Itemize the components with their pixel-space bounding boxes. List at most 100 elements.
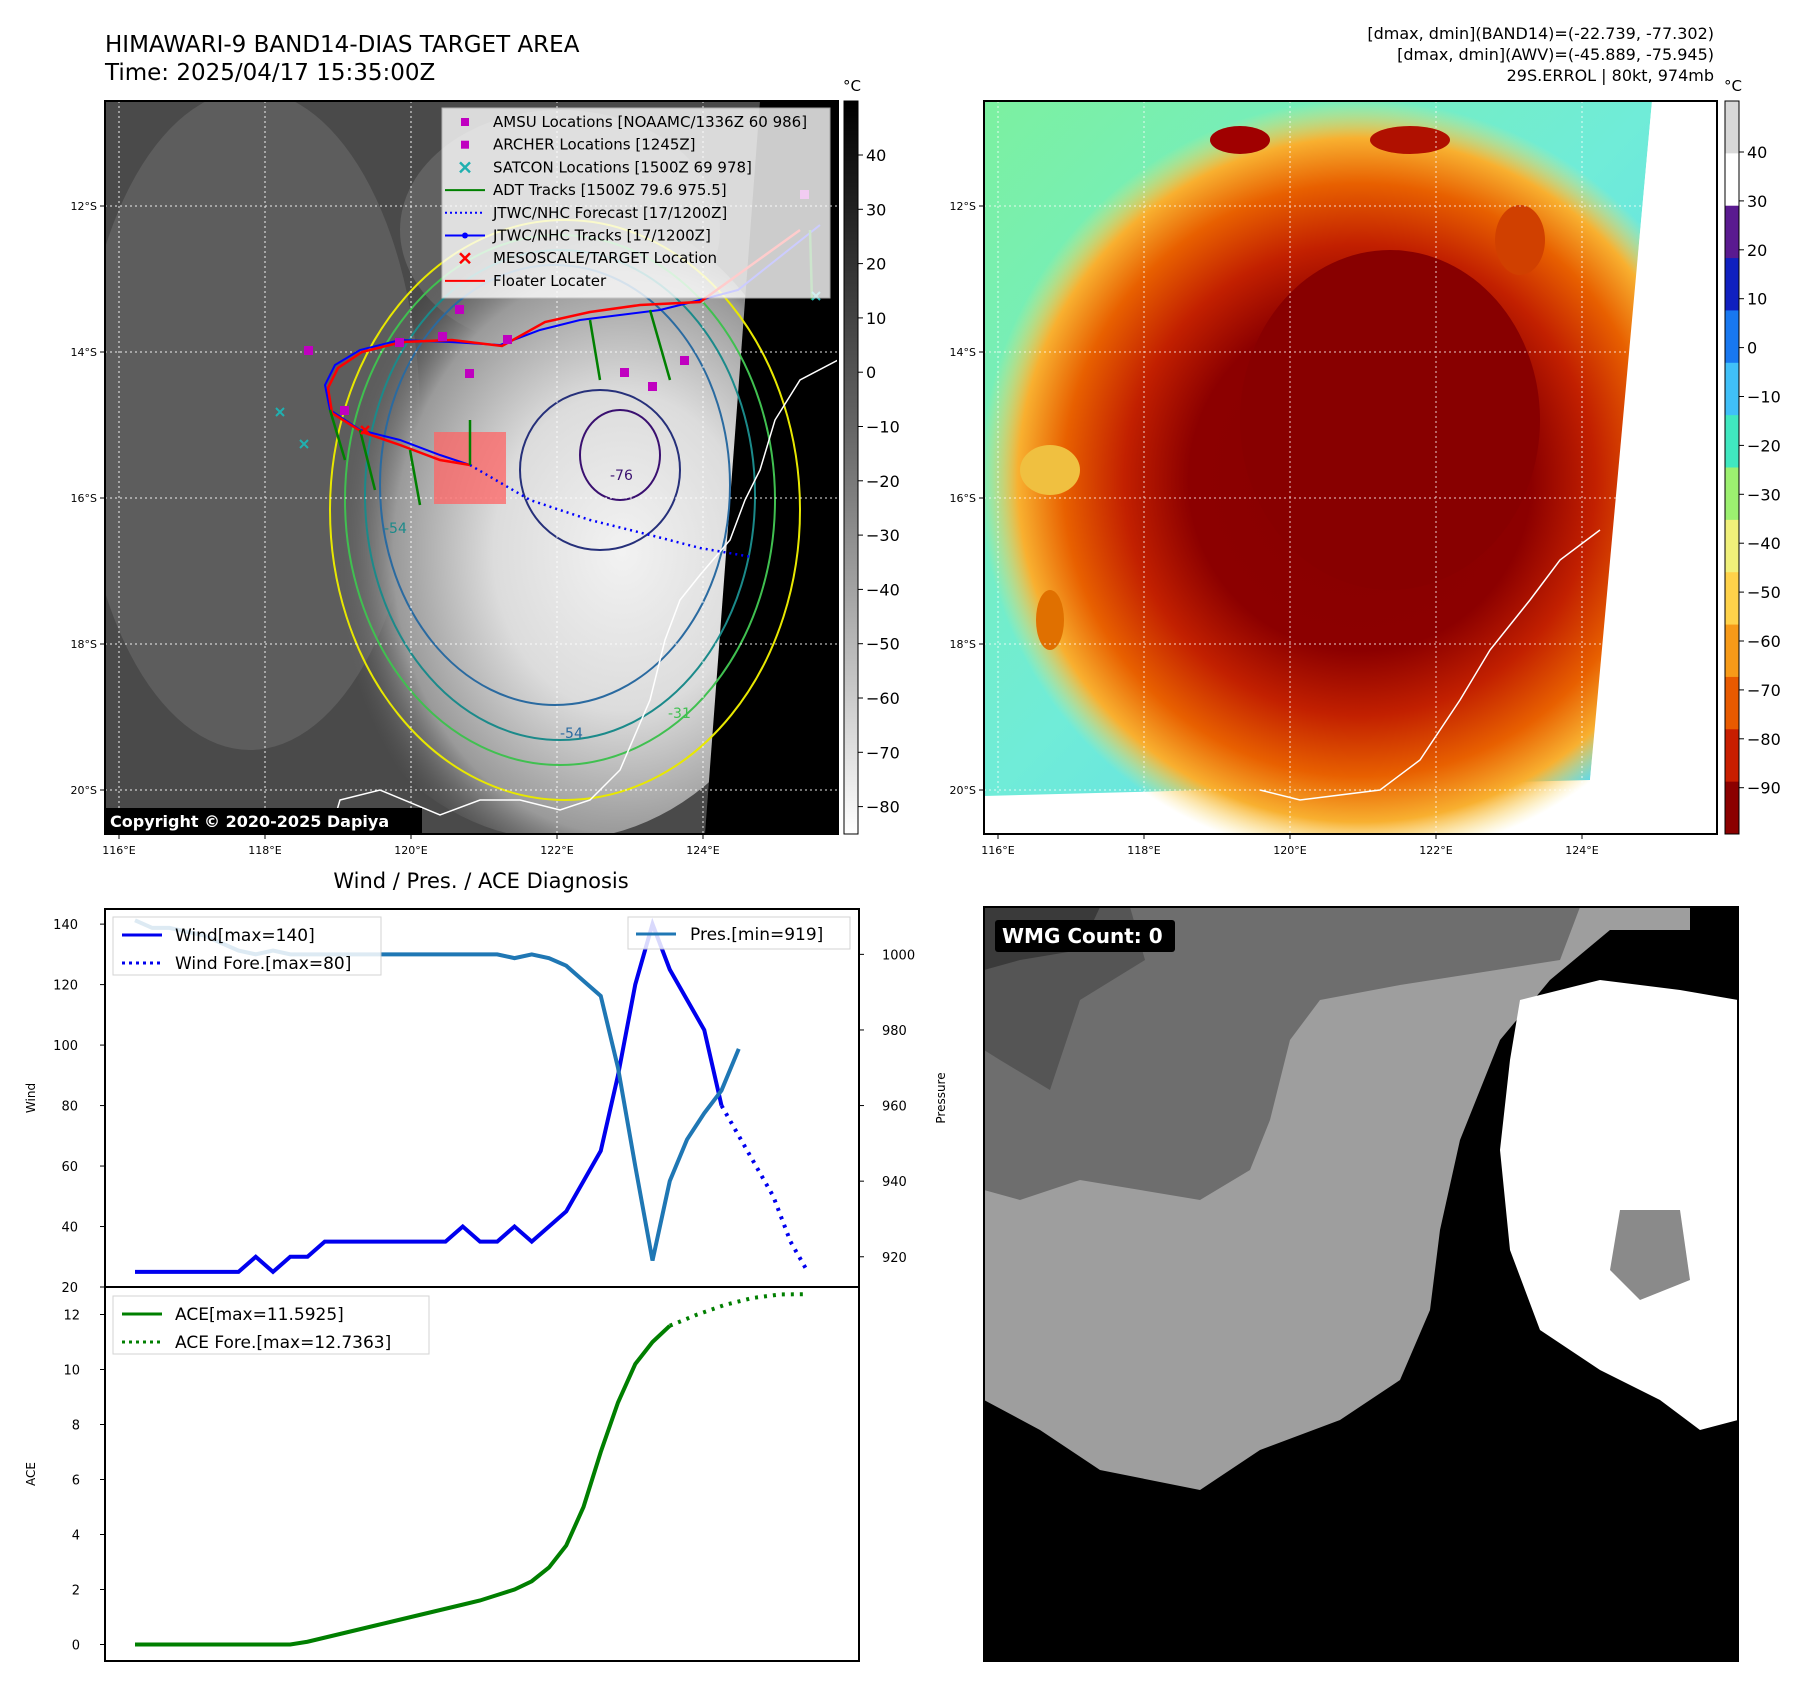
colorbar-band [1725, 310, 1739, 364]
ace-chart: 0 2 4 6 8 10 12 ACE ACE[max=11.5925] ACE Fore.… [24, 1286, 860, 1662]
map-legend-item: JTWC/NHC Forecast [17/1200Z] [445, 204, 727, 222]
map-legend-label: AMSU Locations [NOAAMC/1336Z 60 986] [493, 113, 807, 131]
ace-y-tick-label: 6 [72, 1474, 80, 1489]
lon-tick-label: 118°E [1127, 844, 1160, 857]
wind-pressure-chart: 20 40 60 80 100 120 140 920 940 960 980 1000 Wind … [24, 908, 948, 1296]
ace-y-tick-label: 0 [72, 1639, 80, 1654]
ace-forecast-series-line [668, 1292, 808, 1328]
pressure-y-tick-label: 940 [882, 1175, 907, 1190]
pressure-axis-label: Pressure [934, 1072, 948, 1123]
color-colorbar-label: 30 [1747, 192, 1767, 211]
lat-tick-label: 18°S [71, 638, 97, 651]
color-colorbar-label: 10 [1747, 290, 1767, 309]
lat-tick-label: 20°S [71, 784, 97, 797]
legend-square-marker [461, 140, 469, 149]
ace-legend-label: ACE[max=11.5925] [175, 1305, 344, 1325]
map-legend-label: SATCON Locations [1500Z 69 978] [493, 158, 752, 176]
map-legend-item: SATCON Locations [1500Z 69 978] [459, 158, 752, 176]
map-legend-label: MESOSCALE/TARGET Location [493, 249, 717, 267]
lat-tick-label: 16°S [71, 492, 97, 505]
pressure-y-tick-label: 920 [882, 1251, 907, 1266]
colorbar-band [1725, 362, 1739, 416]
legend-x-marker [459, 252, 471, 265]
legend-x-marker [459, 161, 471, 174]
map1-lon-ticks: 116°E 118°E 120°E 122°E 124°E [102, 834, 720, 857]
ace-y-tick-label: 4 [72, 1529, 80, 1544]
wind-y-tick-label: 100 [53, 1039, 78, 1054]
figure-title-line2: Time: 2025/04/17 15:35:00Z [104, 60, 435, 86]
colorbar-band [1725, 415, 1739, 468]
pressure-legend: Pres.[min=919] [627, 916, 851, 950]
map-legend-item: JTWC/NHC Tracks [17/1200Z] [445, 227, 711, 245]
ace-axis-label: ACE [24, 1462, 38, 1486]
wind-forecast-series-line [719, 1104, 810, 1273]
wind-y-tick-label: 80 [61, 1100, 78, 1115]
color-colorbar-label: −10 [1747, 388, 1781, 407]
map-legend-label: ADT Tracks [1500Z 79.6 975.5] [493, 181, 727, 199]
contour-label: -54 [560, 726, 583, 742]
gray-colorbar-label: 20 [866, 255, 886, 274]
lon-tick-label: 116°E [981, 844, 1014, 857]
legend-dot-marker [462, 232, 468, 239]
color-colorbar-label: −70 [1747, 681, 1781, 700]
map-legend-label: JTWC/NHC Forecast [17/1200Z] [492, 204, 727, 222]
map-legend-label: JTWC/NHC Tracks [17/1200Z] [492, 227, 711, 245]
map-legend-item: MESOSCALE/TARGET Location [459, 249, 717, 267]
diagnosis-title: Wind / Pres. / ACE Diagnosis [333, 869, 628, 893]
colorbar-band [1725, 205, 1739, 259]
pressure-y-tick-label: 980 [882, 1024, 907, 1039]
lat-tick-label: 18°S [950, 638, 976, 651]
gray-colorbar: °C 40 30 20 10 0 −10 −20 −30 −40 −50 −60 −70 −80 [843, 77, 900, 835]
colorbar-band [1725, 676, 1739, 730]
wind-axis-label: Wind [24, 1083, 38, 1113]
stats-line1: [dmax, dmin](BAND14)=(-22.739, -77.302) [1367, 24, 1714, 43]
lon-tick-label: 122°E [1419, 844, 1452, 857]
color-colorbar-label: 20 [1747, 241, 1767, 260]
lon-tick-label: 124°E [1565, 844, 1598, 857]
gray-colorbar-label: −50 [866, 635, 900, 654]
gray-colorbar-label: −60 [866, 689, 900, 708]
figure-title-line1: HIMAWARI-9 BAND14-DIAS TARGET AREA [105, 32, 580, 58]
color-colorbar-label: −40 [1747, 534, 1781, 553]
gray-colorbar-label: −70 [866, 743, 900, 762]
lon-tick-label: 122°E [540, 844, 573, 857]
wind-y-tick-label: 60 [61, 1160, 78, 1175]
color-colorbar-label: −20 [1747, 436, 1781, 455]
lon-tick-label: 118°E [248, 844, 281, 857]
lat-tick-label: 12°S [71, 200, 97, 213]
contour-label: -54 [384, 521, 407, 537]
ace-y-tick-label: 10 [63, 1364, 80, 1379]
gray-colorbar-label: −10 [866, 418, 900, 437]
map-legend-label: ARCHER Locations [1245Z] [493, 136, 696, 154]
ace-y-tick-label: 12 [63, 1309, 80, 1324]
gray-colorbar-unit: °C [843, 77, 861, 95]
ace-series-line [135, 1324, 672, 1647]
lat-tick-label: 14°S [950, 346, 976, 359]
wind-y-tick-label: 120 [53, 979, 78, 994]
map-legend-item: Floater Locater [445, 272, 607, 290]
wmg-panel [984, 907, 1738, 1661]
stats-line2: [dmax, dmin](AWV)=(-45.889, -75.945) [1397, 45, 1714, 64]
colorbar-band [1725, 467, 1739, 521]
gray-colorbar-label: 0 [866, 363, 876, 382]
gray-colorbar-label: −80 [866, 798, 900, 817]
lat-tick-label: 14°S [71, 346, 97, 359]
wind-y-tick-label: 40 [61, 1221, 78, 1236]
colorbar-band [1725, 729, 1739, 783]
colorbar-band [1725, 781, 1739, 835]
gray-colorbar-label: −30 [866, 526, 900, 545]
map-legend: AMSU Locations [NOAAMC/1336Z 60 986] ARCH… [441, 107, 831, 299]
color-colorbar-label: −60 [1747, 632, 1781, 651]
colorbar-band [1725, 519, 1739, 573]
map1-lat-ticks: 12°S 14°S 16°S 18°S 20°S [71, 200, 105, 797]
wind-forecast-legend-label: Wind Fore.[max=80] [175, 954, 351, 974]
wind-legend: Wind[max=140] Wind Fore.[max=80] [112, 916, 382, 976]
color-colorbar-label: −30 [1747, 485, 1781, 504]
lat-tick-label: 12°S [950, 200, 976, 213]
color-colorbar-label: −50 [1747, 583, 1781, 602]
wmg-count-label: WMG Count: 0 [1002, 924, 1163, 948]
legend-square-marker [461, 118, 469, 126]
copyright-label: Copyright © 2020-2025 Dapiya [110, 812, 389, 831]
wind-y-tick-label: 140 [53, 918, 78, 933]
